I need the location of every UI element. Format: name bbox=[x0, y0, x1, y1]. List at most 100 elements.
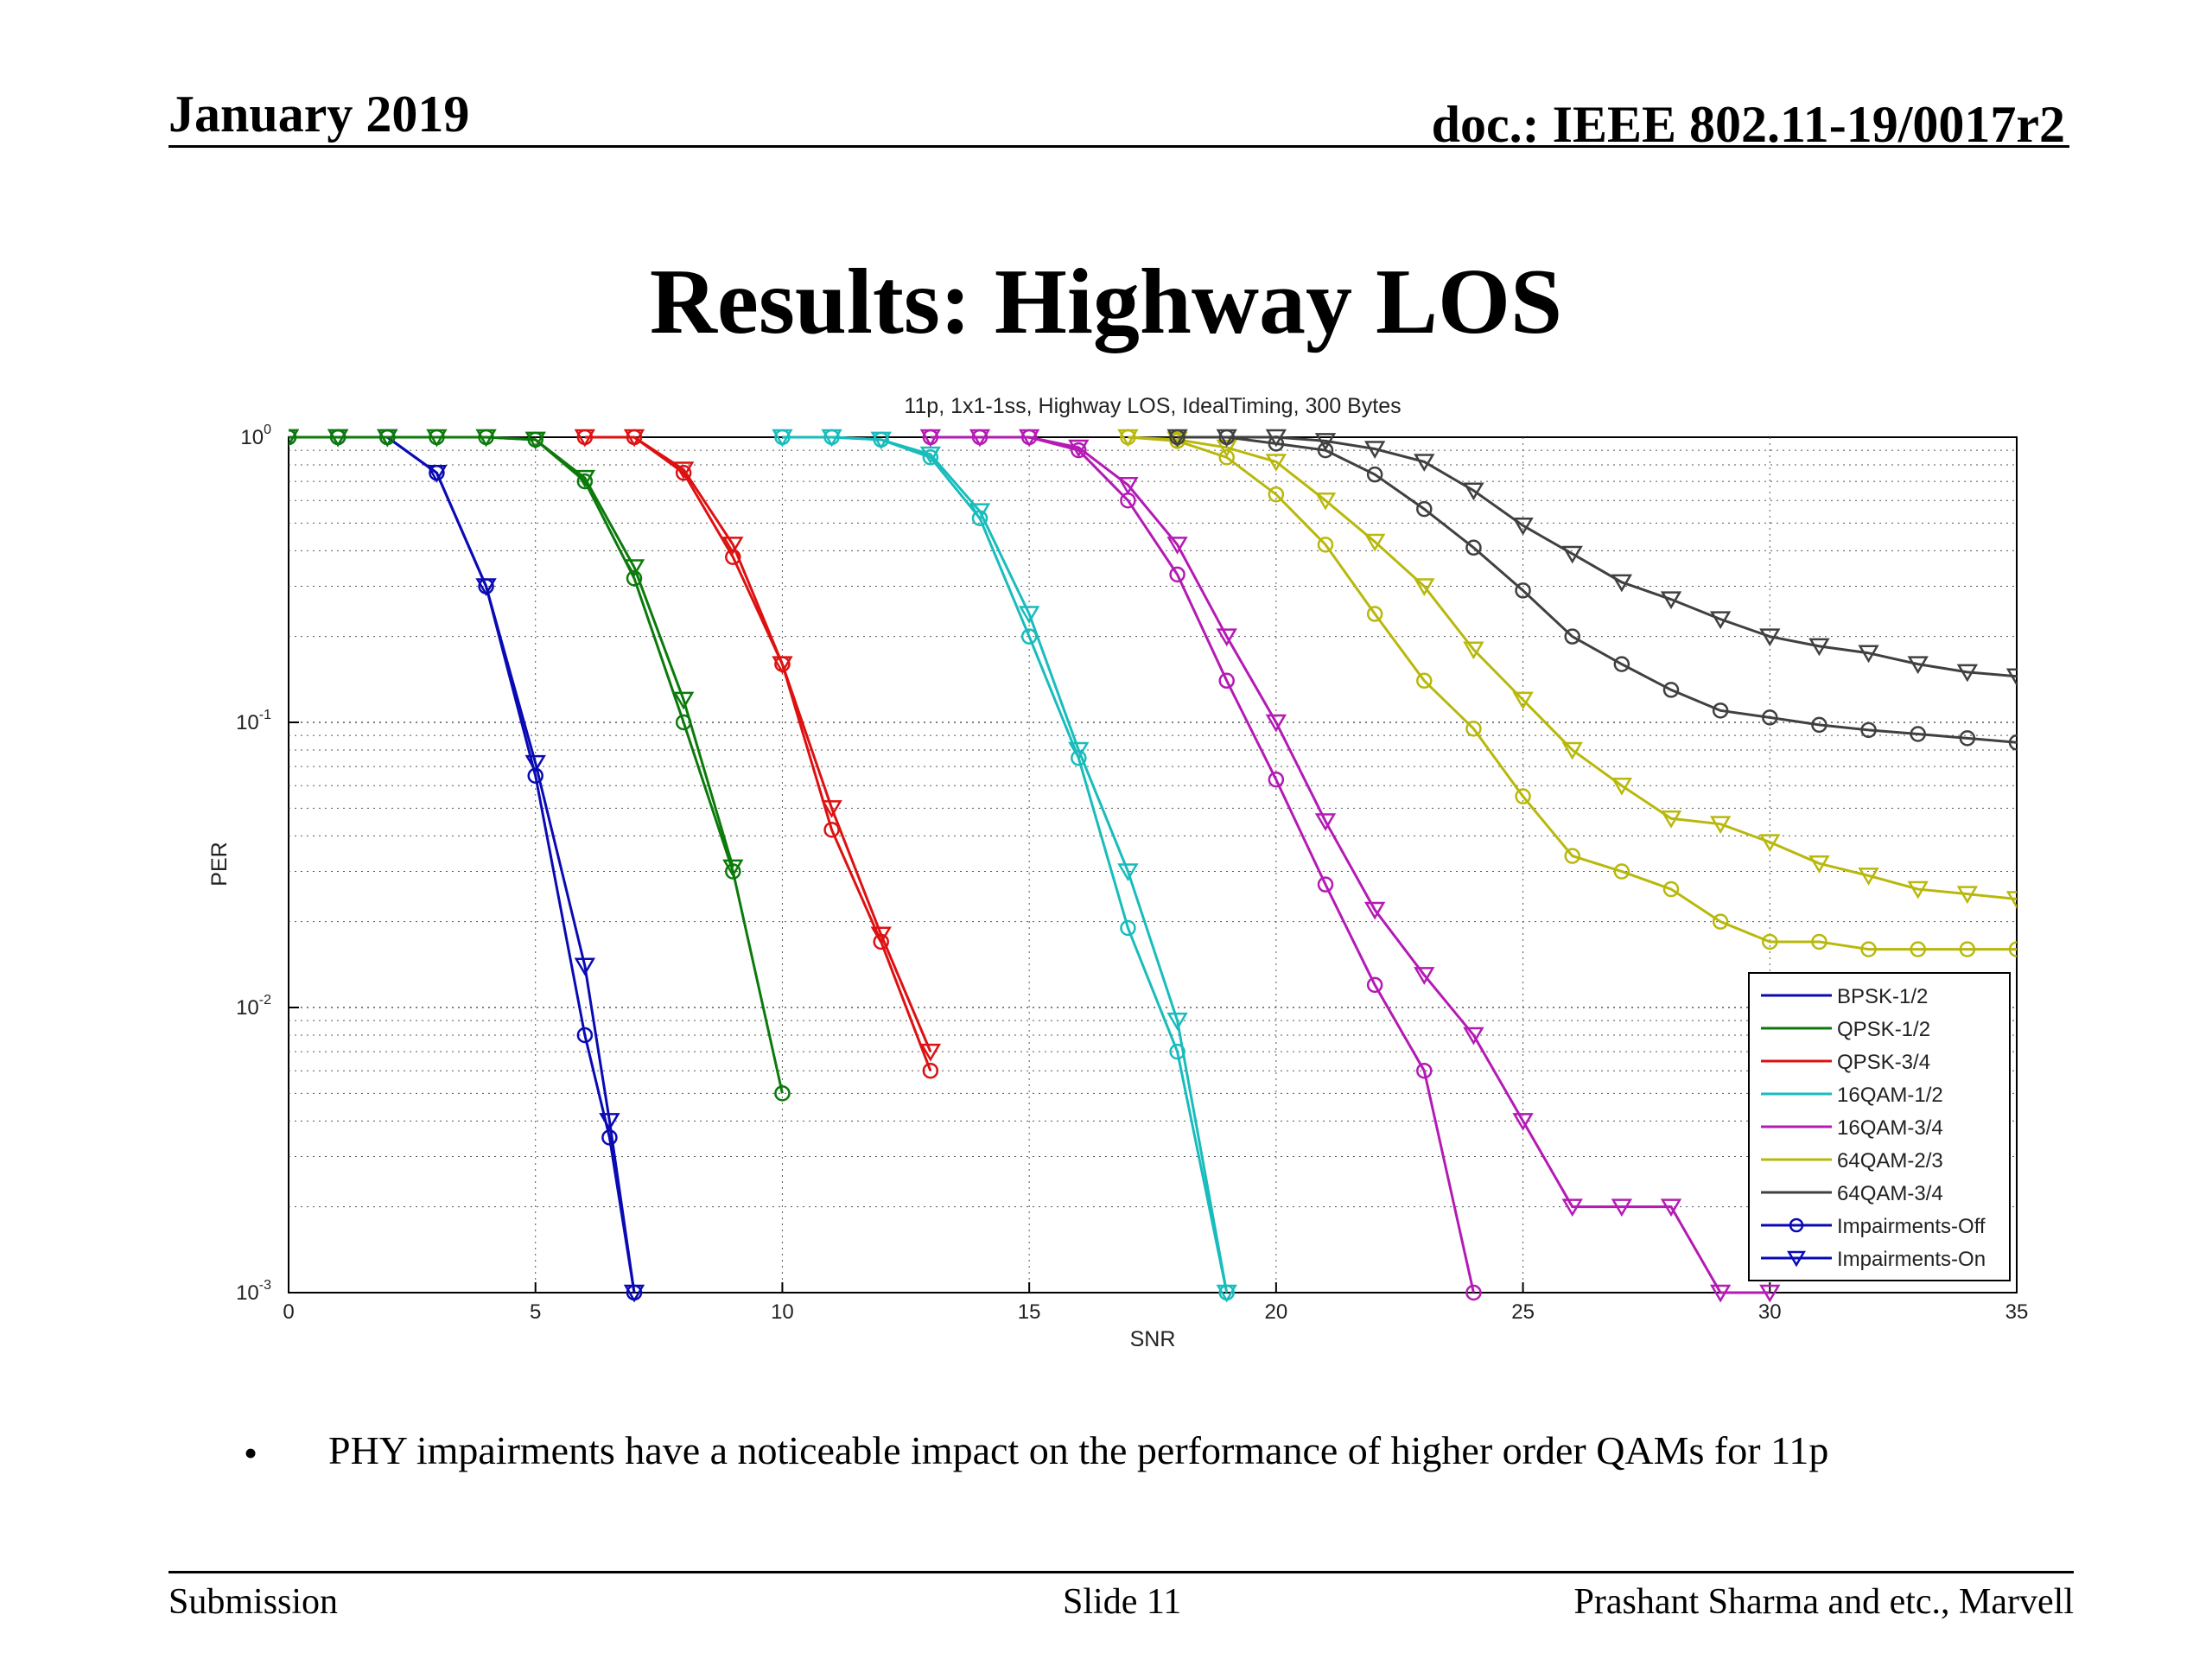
data-point bbox=[1366, 606, 1383, 622]
legend-label: BPSK-1/2 bbox=[1837, 985, 1928, 1008]
legend-label: QPSK-1/2 bbox=[1837, 1018, 1930, 1041]
data-point bbox=[1613, 863, 1630, 880]
data-point bbox=[1068, 439, 1090, 458]
data-point bbox=[1611, 1198, 1633, 1217]
data-point bbox=[1512, 691, 1534, 710]
x-tick-label: 10 bbox=[771, 1300, 794, 1324]
data-point bbox=[1662, 682, 1680, 698]
data-point bbox=[623, 429, 645, 448]
legend-entry: Impairments-Off bbox=[1761, 1215, 1986, 1238]
data-point bbox=[1120, 919, 1136, 937]
series-16qam-3-4-on bbox=[919, 429, 1781, 1303]
data-point bbox=[1561, 1198, 1583, 1217]
data-point bbox=[327, 429, 349, 448]
data-point bbox=[1956, 886, 1979, 905]
data-point bbox=[1808, 855, 1830, 874]
legend-marker bbox=[1787, 1250, 1806, 1268]
per-vs-snr-chart: 0 5 10 15 20 25 30 35 100 10-1 10-2 10-3 11p, 1x1-1… bbox=[207, 394, 2028, 1351]
legend-marker bbox=[1789, 1217, 1804, 1233]
data-point bbox=[1660, 591, 1682, 610]
data-point bbox=[1218, 672, 1235, 690]
data-point bbox=[475, 578, 497, 597]
data-point bbox=[377, 429, 398, 448]
data-point bbox=[1166, 429, 1188, 448]
series-line bbox=[584, 435, 932, 1052]
data-point bbox=[919, 446, 942, 465]
data-point bbox=[1268, 771, 1285, 788]
data-point bbox=[919, 429, 942, 448]
data-point bbox=[576, 473, 594, 490]
data-point bbox=[1858, 645, 1879, 664]
data-point bbox=[672, 461, 695, 480]
data-point bbox=[1166, 1012, 1188, 1031]
data-point bbox=[2008, 734, 2017, 751]
series bbox=[289, 429, 2017, 1303]
series-line bbox=[1128, 435, 2017, 951]
data-point bbox=[1759, 628, 1781, 647]
data-point bbox=[1314, 813, 1337, 831]
series-16qam-1-2-on bbox=[772, 429, 1237, 1303]
data-point bbox=[524, 431, 546, 450]
data-point bbox=[524, 754, 546, 773]
data-point bbox=[1465, 539, 1482, 556]
data-point bbox=[1759, 1284, 1781, 1303]
data-point bbox=[1463, 1027, 1484, 1046]
data-point bbox=[1709, 611, 1732, 630]
data-point bbox=[1564, 848, 1580, 864]
x-axis-label: SNR bbox=[1130, 1327, 1176, 1351]
header-divider bbox=[168, 145, 2069, 148]
data-point bbox=[574, 957, 596, 976]
data-point bbox=[870, 926, 892, 945]
data-point bbox=[576, 1027, 594, 1044]
data-point bbox=[1561, 545, 1583, 564]
data-point bbox=[1907, 656, 1929, 675]
data-point bbox=[1762, 709, 1778, 726]
x-tick-label: 0 bbox=[283, 1300, 294, 1324]
data-point bbox=[1515, 582, 1531, 599]
data-point bbox=[1216, 628, 1237, 647]
data-point bbox=[1117, 863, 1139, 882]
legend-entry: 16QAM-1/2 bbox=[1761, 1084, 1943, 1107]
data-point bbox=[1811, 933, 1827, 950]
data-point bbox=[1611, 574, 1633, 593]
series-line bbox=[289, 435, 734, 868]
data-point bbox=[1268, 486, 1285, 503]
data-point bbox=[626, 570, 643, 587]
legend-entry: 64QAM-2/3 bbox=[1761, 1149, 1943, 1173]
data-point bbox=[475, 429, 497, 448]
data-point bbox=[1416, 500, 1433, 518]
legend-label: Impairments-On bbox=[1837, 1248, 1986, 1271]
legend-label: 16QAM-3/4 bbox=[1837, 1116, 1943, 1140]
data-point bbox=[1363, 441, 1386, 459]
legend-label: 16QAM-1/2 bbox=[1837, 1084, 1943, 1107]
data-point bbox=[1169, 566, 1185, 583]
data-point bbox=[1317, 537, 1334, 553]
legend-label: Impairments-Off bbox=[1837, 1215, 1986, 1238]
data-point bbox=[774, 1085, 791, 1102]
series-line bbox=[1128, 435, 2017, 901]
data-point bbox=[623, 1284, 645, 1303]
legend-label: 64QAM-2/3 bbox=[1837, 1149, 1943, 1173]
data-point bbox=[1956, 664, 1979, 683]
data-point bbox=[1317, 442, 1334, 459]
bullet-marker: • bbox=[244, 1431, 258, 1475]
data-point bbox=[1166, 431, 1188, 450]
x-tick-label: 30 bbox=[1758, 1300, 1782, 1324]
x-tick-label: 15 bbox=[1018, 1300, 1041, 1324]
legend-entry: QPSK-1/2 bbox=[1761, 1018, 1930, 1041]
legend-entry: 16QAM-3/4 bbox=[1761, 1116, 1943, 1140]
data-point bbox=[1910, 941, 1926, 957]
data-point bbox=[675, 464, 692, 481]
bullet-text: PHY impairments have a noticeable impact… bbox=[328, 1428, 1829, 1472]
data-point bbox=[1512, 1113, 1534, 1131]
data-point bbox=[772, 656, 793, 675]
data-point bbox=[1611, 777, 1633, 796]
data-point bbox=[1561, 741, 1583, 760]
data-point bbox=[1465, 721, 1482, 737]
footer-slide-number: Slide 11 bbox=[1063, 1582, 1182, 1622]
header-doc-id: doc.: IEEE 802.11-19/0017r2 bbox=[1431, 96, 2065, 153]
data-point bbox=[1216, 439, 1237, 458]
data-point bbox=[1759, 834, 1781, 853]
data-point bbox=[969, 503, 991, 522]
legend: BPSK-1/2 QPSK-1/2 QPSK-3/4 16QAM-1/2 16QAM-3… bbox=[1748, 972, 2011, 1281]
